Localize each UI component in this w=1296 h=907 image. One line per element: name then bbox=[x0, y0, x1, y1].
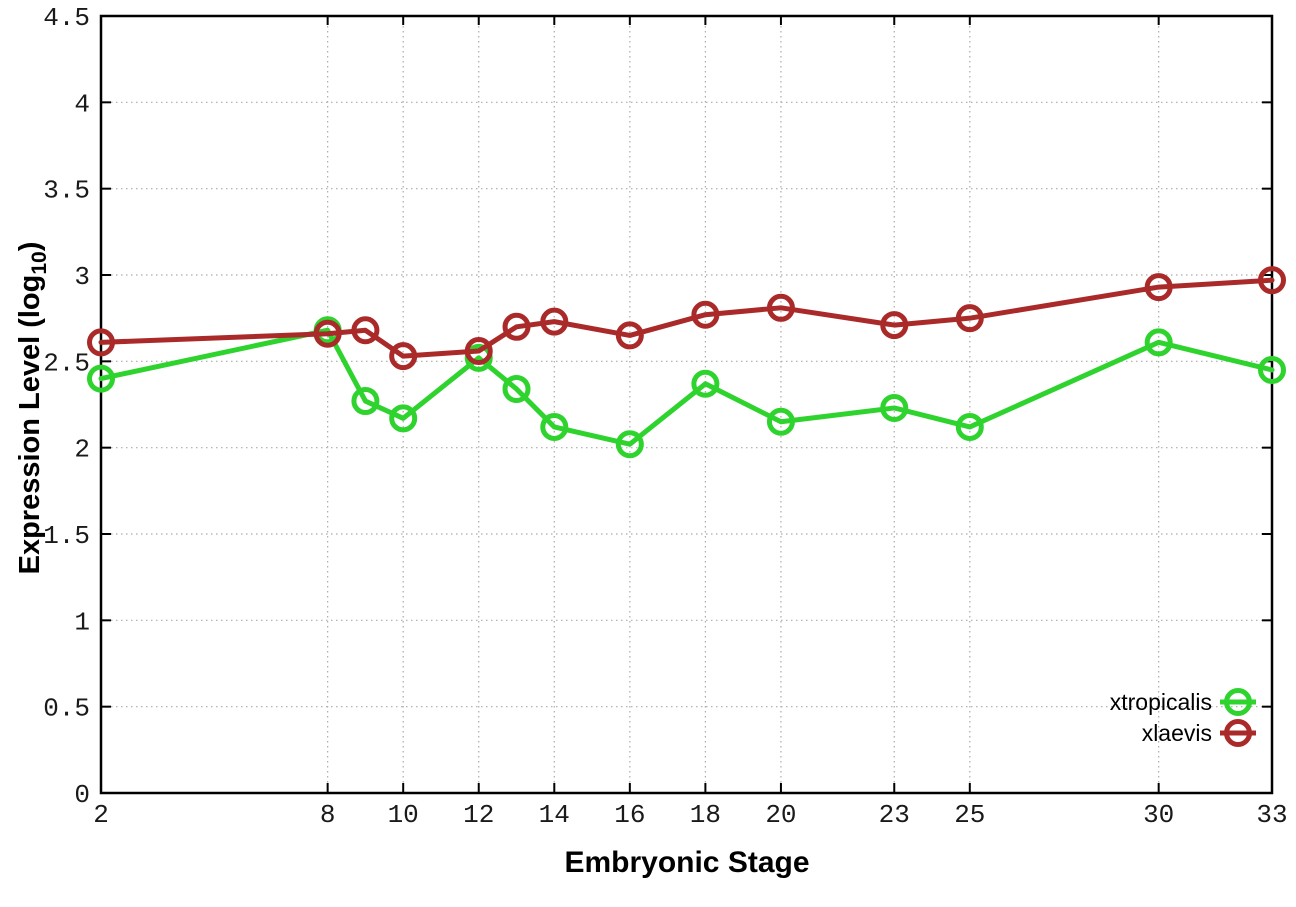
data-point-xtropicalis-16 bbox=[615, 430, 644, 459]
legend-label-xtropicalis: xtropicalis bbox=[1110, 689, 1212, 715]
y-tick-label-4.5: 4.5 bbox=[43, 3, 90, 33]
data-point-xtropicalis-14 bbox=[540, 412, 569, 441]
data-point-xtropicalis-2 bbox=[87, 364, 115, 393]
data-point-xlaevis-16 bbox=[615, 321, 644, 350]
legend-label-xlaevis: xlaevis bbox=[1142, 720, 1212, 746]
y-tick-label-3.5: 3.5 bbox=[43, 176, 90, 206]
series-line-xtropicalis bbox=[98, 327, 1275, 447]
data-point-xlaevis-14 bbox=[540, 307, 569, 336]
gridlines bbox=[101, 16, 1272, 793]
y-tick-label-1.5: 1.5 bbox=[43, 521, 90, 551]
axis-tick-marks bbox=[100, 15, 1273, 794]
data-point-xlaevis-13 bbox=[502, 312, 531, 341]
plot-border bbox=[99, 14, 1274, 795]
y-tick-label-0: 0 bbox=[74, 780, 90, 810]
data-point-xlaevis-2 bbox=[87, 328, 115, 357]
data-point-xtropicalis-25 bbox=[955, 412, 984, 441]
legend: xtropicalis xlaevis bbox=[1110, 688, 1256, 747]
data-point-xlaevis-23 bbox=[880, 311, 909, 340]
data-point-xtropicalis-13 bbox=[502, 374, 531, 403]
x-tick-label-8: 8 bbox=[320, 800, 336, 830]
y-tick-label-2: 2 bbox=[74, 435, 90, 465]
x-tick-label-10: 10 bbox=[388, 800, 419, 830]
x-tick-label-30: 30 bbox=[1143, 800, 1174, 830]
y-axis-title-suffix: ) bbox=[14, 242, 46, 252]
data-point-xtropicalis-18 bbox=[691, 369, 720, 398]
y-axis-title: Expression Level (log10) bbox=[14, 242, 51, 575]
x-tick-label-2: 2 bbox=[93, 800, 109, 830]
legend-marker-circle-xlaevis bbox=[1224, 719, 1252, 747]
x-tick-label-25: 25 bbox=[954, 800, 985, 830]
x-tick-label-20: 20 bbox=[765, 800, 796, 830]
data-point-xlaevis-10 bbox=[389, 342, 418, 371]
data-point-xtropicalis-20 bbox=[766, 407, 795, 436]
data-point-xlaevis-25 bbox=[955, 304, 984, 333]
y-tick-label-3: 3 bbox=[74, 262, 90, 292]
x-tick-label-14: 14 bbox=[539, 800, 570, 830]
data-point-xlaevis-8 bbox=[313, 319, 342, 348]
x-axis-title: Embryonic Stage bbox=[564, 846, 809, 879]
data-point-xlaevis-33 bbox=[1258, 266, 1286, 295]
data-point-xlaevis-18 bbox=[691, 300, 720, 329]
y-tick-label-2.5: 2.5 bbox=[43, 348, 90, 378]
series-line-xlaevis bbox=[98, 277, 1275, 359]
data-point-xlaevis-20 bbox=[766, 293, 795, 322]
legend-marker-circle-xtropicalis bbox=[1224, 688, 1252, 716]
data-point-xlaevis-9 bbox=[351, 316, 380, 345]
data-point-xlaevis-12 bbox=[464, 336, 493, 365]
x-tick-label-12: 12 bbox=[463, 800, 494, 830]
x-tick-labels: 2 8 10 12 14 16 18 20 23 25 30 33 bbox=[93, 800, 1287, 830]
y-tick-label-0.5: 0.5 bbox=[43, 694, 90, 724]
y-tick-label-4: 4 bbox=[74, 89, 90, 119]
x-tick-label-16: 16 bbox=[614, 800, 645, 830]
y-axis-title-subscript: 10 bbox=[28, 251, 51, 274]
y-tick-labels: 0 0.5 1 1.5 2 2.5 3 3.5 4 4.5 bbox=[43, 3, 90, 810]
data-series bbox=[87, 266, 1286, 459]
data-point-xtropicalis-33 bbox=[1258, 355, 1286, 384]
data-point-xtropicalis-9 bbox=[351, 387, 380, 416]
y-axis-title-base: Expression Level (log bbox=[14, 275, 46, 575]
x-tick-label-23: 23 bbox=[879, 800, 910, 830]
data-point-xtropicalis-30 bbox=[1144, 328, 1173, 357]
data-point-xtropicalis-10 bbox=[389, 404, 418, 433]
x-tick-label-18: 18 bbox=[690, 800, 721, 830]
data-point-xlaevis-30 bbox=[1144, 273, 1173, 302]
y-tick-label-1: 1 bbox=[74, 607, 90, 637]
x-tick-label-33: 33 bbox=[1256, 800, 1287, 830]
data-point-xtropicalis-23 bbox=[880, 393, 909, 422]
